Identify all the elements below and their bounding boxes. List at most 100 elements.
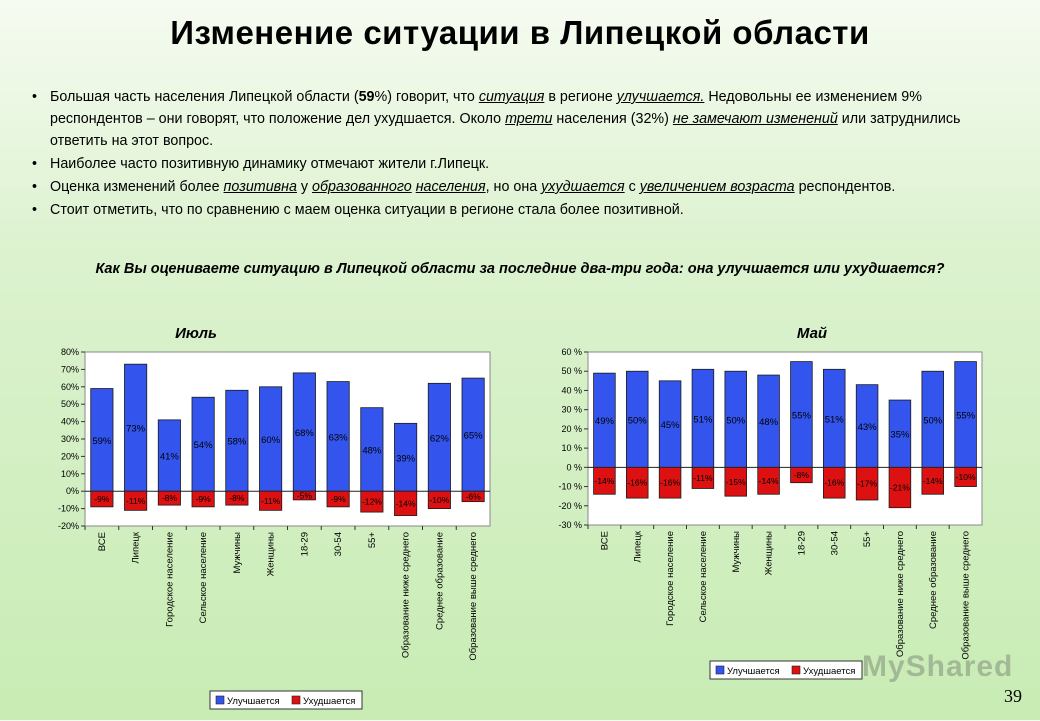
legend-swatch-worsening [291, 695, 301, 705]
legend-swatch-improving [215, 695, 225, 705]
data-label-improving: 62% [430, 433, 450, 444]
bar-worsening [191, 490, 215, 508]
legend-label-worsening: Ухудшается [303, 696, 355, 707]
legend-box [709, 660, 863, 680]
data-label-worsening: -8% [229, 493, 245, 503]
data-label-improving: 50% [923, 415, 943, 426]
data-label-worsening: -11% [126, 496, 146, 506]
legend-swatch-worsening [791, 665, 801, 675]
data-label-worsening: -11% [693, 473, 713, 483]
data-label-improving: 48% [759, 417, 779, 428]
category-label: 55+ [367, 532, 378, 549]
data-label-worsening: -10% [956, 472, 976, 482]
y-tick-label: 0 % [566, 462, 582, 472]
bar-worsening [292, 490, 316, 501]
category-label: Сельское население [698, 531, 709, 622]
y-tick-label: -20% [58, 521, 79, 531]
data-label-worsening: -16% [824, 478, 844, 488]
category-label: Липецк [632, 530, 643, 562]
bar-worsening [790, 466, 813, 484]
bar-worsening [888, 466, 912, 509]
bar-worsening [326, 490, 350, 508]
data-label-worsening: -14% [396, 498, 416, 508]
category-label: 30-54 [333, 532, 344, 556]
data-label-worsening: -9% [331, 494, 347, 504]
data-label-improving: 60% [261, 435, 281, 446]
data-label-improving: 65% [464, 431, 484, 442]
category-label: 18-29 [796, 531, 807, 555]
data-label-improving: 63% [329, 432, 349, 443]
legend-box [209, 690, 363, 710]
y-tick-label: -10 % [558, 482, 582, 492]
bar-worsening [757, 466, 780, 495]
survey-question: Как Вы оцениваете ситуацию в Липецкой об… [95, 261, 945, 277]
data-label-improving: 58% [227, 437, 247, 448]
bullet-item: Оценка изменений более позитивна у образ… [30, 176, 980, 198]
chart-title: Июль [175, 325, 217, 342]
data-label-worsening: -6% [466, 491, 482, 501]
data-label-improving: 59% [92, 436, 112, 447]
data-label-worsening: -5% [297, 491, 313, 501]
category-label: Липецк [131, 531, 142, 563]
bar-worsening [593, 466, 616, 495]
data-label-improving: 43% [858, 422, 878, 433]
watermark-logo: MyShared [862, 650, 1014, 683]
bar-worsening [626, 466, 649, 499]
data-label-improving: 51% [825, 414, 845, 425]
y-tick-label: 40 % [561, 385, 582, 395]
category-label: 30-54 [829, 531, 840, 555]
bar-worsening [823, 466, 846, 499]
chart-may: Май -30 % -20 % -10 % 0 % 10 % 20 % 30 % 40 % 50 … [530, 325, 1040, 716]
y-tick-label: 20% [61, 451, 79, 461]
data-label-worsening: -11% [261, 496, 281, 506]
chart-may-svg: Май -30 % -20 % -10 % 0 % 10 % 20 % 30 % 40 % 50 … [558, 325, 983, 680]
data-label-improving: 41% [160, 452, 180, 463]
data-label-improving: 49% [595, 416, 615, 427]
category-label: 55+ [862, 531, 873, 548]
bar-worsening [921, 466, 944, 495]
y-tick-label: 0% [66, 486, 79, 496]
y-tick-label: 70% [61, 364, 79, 374]
bar-worsening [855, 466, 879, 501]
category-label: Сельское население [198, 532, 209, 623]
y-tick-label: 50 % [561, 366, 582, 376]
data-label-worsening: -14% [923, 476, 943, 486]
bar-worsening [157, 490, 181, 506]
bar-worsening [461, 490, 485, 503]
chart-july-svg: Июль -20% -10% 0% 10% 20% 30% 40% 50% 60% 70% 80% 59… [58, 325, 491, 710]
page-number: 39 [1004, 686, 1022, 706]
chart-july: Июль -20% -10% 0% 10% 20% 30% 40% 50% 60% 70% 80% 59… [0, 325, 520, 716]
category-label: Городское население [665, 531, 676, 626]
category-label: 18-29 [299, 532, 310, 556]
legend-label-improving: Улучшается [727, 666, 780, 677]
data-label-improving: 35% [890, 430, 910, 441]
bullet-item: Наиболее часто позитивную динамику отмеч… [30, 153, 980, 175]
legend: Улучшается Ухудшается [709, 660, 863, 680]
data-label-worsening: -9% [94, 494, 110, 504]
data-label-worsening: -8% [794, 470, 810, 480]
y-tick-label: 10% [61, 469, 79, 479]
bar-worsening [225, 490, 249, 506]
y-tick-label: -20 % [558, 501, 582, 511]
bullet-item: Большая часть населения Липецкой области… [30, 86, 980, 152]
data-label-improving: 73% [126, 424, 146, 435]
legend-label-improving: Улучшается [227, 696, 280, 707]
bullet-list: Большая часть населения Липецкой области… [30, 86, 980, 222]
y-tick-label: 60% [61, 382, 79, 392]
bar-worsening [954, 466, 977, 487]
y-tick-label: 20 % [561, 424, 582, 434]
page-title: Изменение ситуации в Липецкой области [170, 14, 870, 51]
category-label: Образование выше среднего [468, 532, 479, 661]
legend-swatch-improving [715, 665, 725, 675]
bullet-item: Стоит отметить, что по сравнению с маем … [30, 199, 980, 221]
category-label: Мужчины [232, 532, 243, 574]
data-label-worsening: -9% [196, 494, 212, 504]
legend: Улучшается Ухудшается [209, 690, 363, 710]
category-label: Женщины [266, 532, 277, 577]
category-label: Среднее образование [434, 532, 445, 630]
category-label: Среднее образование [928, 531, 939, 629]
data-label-improving: 45% [661, 420, 681, 431]
chart-title: Май [797, 325, 827, 342]
category-label: Мужчины [731, 531, 742, 573]
category-label: ВСЕ [599, 531, 610, 550]
